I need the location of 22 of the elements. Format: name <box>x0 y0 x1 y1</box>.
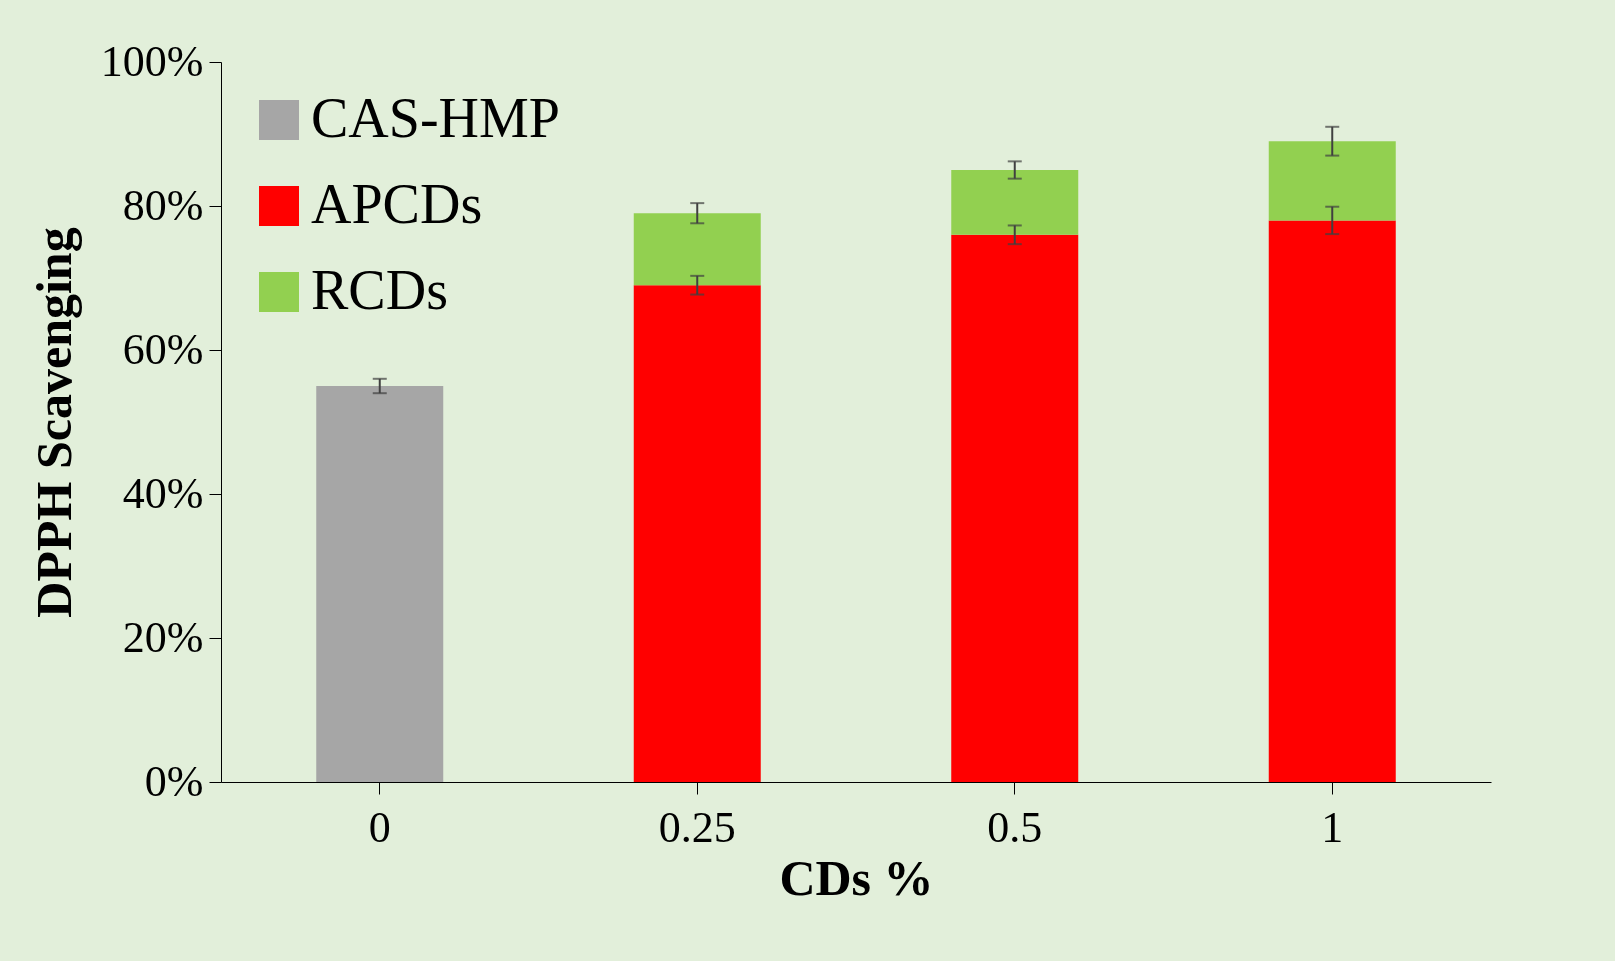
y-tick-label: 60% <box>122 324 204 374</box>
bar <box>951 170 1079 235</box>
y-axis-title: DPPH Scavenging <box>25 227 82 618</box>
x-tick-label: 0 <box>368 802 391 852</box>
x-tick-label: 0.5 <box>987 802 1043 852</box>
legend-label: APCDs <box>311 173 483 235</box>
x-tick-label: 1 <box>1321 802 1344 852</box>
legend-label: CAS-HMP <box>311 87 560 149</box>
bar <box>951 234 1079 782</box>
y-tick-label: 80% <box>122 180 204 230</box>
bar <box>1268 141 1396 221</box>
bar <box>633 285 761 782</box>
bar <box>633 213 761 286</box>
y-tick-label: 0% <box>144 756 204 806</box>
x-tick-label: 0.25 <box>658 802 736 852</box>
y-tick-label: 40% <box>122 468 204 518</box>
legend-label: RCDs <box>311 259 448 321</box>
y-tick-label: 20% <box>122 612 204 662</box>
x-axis-title: CDs % <box>779 849 934 906</box>
bar <box>1268 220 1396 782</box>
bar <box>316 386 444 782</box>
y-tick-label: 100% <box>100 36 204 86</box>
